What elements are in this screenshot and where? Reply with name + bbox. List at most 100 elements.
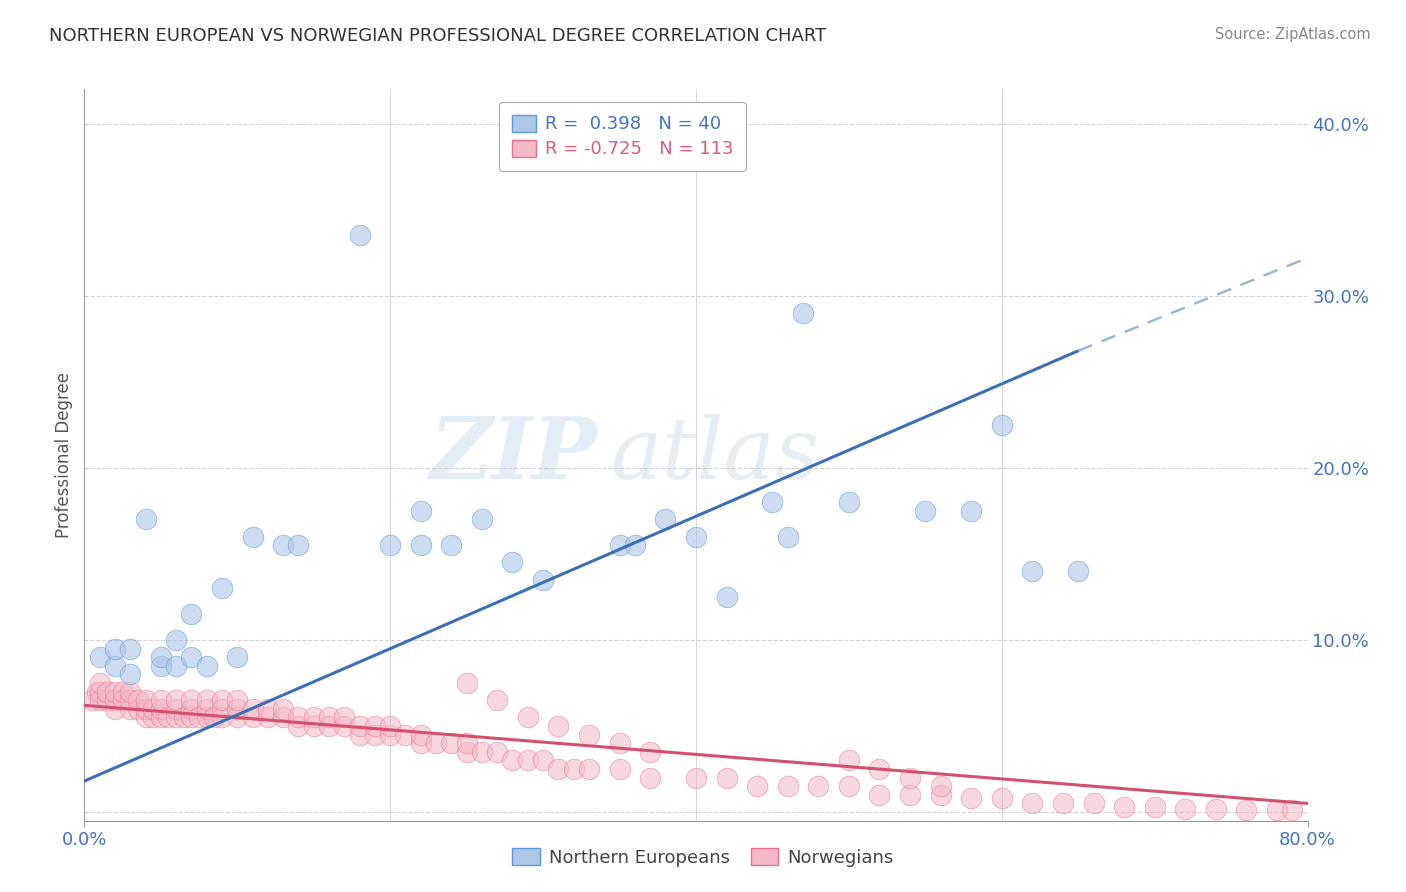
Point xyxy=(1067,564,1090,578)
Point xyxy=(80,693,103,707)
Point xyxy=(960,504,983,518)
Point xyxy=(609,736,631,750)
Point xyxy=(165,693,187,707)
Point xyxy=(211,710,233,724)
Point xyxy=(165,632,187,647)
Point xyxy=(486,745,509,759)
Point xyxy=(685,530,707,544)
Point xyxy=(111,693,134,707)
Text: atlas: atlas xyxy=(610,414,820,496)
Point xyxy=(96,693,118,707)
Point xyxy=(149,702,172,716)
Point xyxy=(409,736,432,750)
Point xyxy=(135,710,157,724)
Point xyxy=(364,728,387,742)
Point xyxy=(531,573,554,587)
Point xyxy=(226,650,249,665)
Point xyxy=(127,693,149,707)
Point xyxy=(1174,801,1197,815)
Point xyxy=(165,710,187,724)
Point xyxy=(226,702,249,716)
Point xyxy=(157,710,180,724)
Point xyxy=(287,538,309,552)
Text: Source: ZipAtlas.com: Source: ZipAtlas.com xyxy=(1215,27,1371,42)
Point xyxy=(149,658,172,673)
Point xyxy=(165,658,187,673)
Point xyxy=(1205,801,1227,815)
Point xyxy=(104,693,127,707)
Point xyxy=(120,641,142,656)
Point xyxy=(440,736,463,750)
Point xyxy=(104,658,127,673)
Point xyxy=(173,710,195,724)
Point xyxy=(502,753,524,767)
Point xyxy=(638,771,661,785)
Point xyxy=(898,788,921,802)
Point xyxy=(226,693,249,707)
Point xyxy=(624,538,647,552)
Point xyxy=(180,650,202,665)
Point xyxy=(838,495,860,509)
Point xyxy=(1265,803,1288,817)
Point xyxy=(578,728,600,742)
Point xyxy=(364,719,387,733)
Point xyxy=(86,684,108,698)
Point xyxy=(471,745,494,759)
Point xyxy=(149,710,172,724)
Point xyxy=(318,719,340,733)
Point xyxy=(195,710,218,724)
Point xyxy=(195,702,218,716)
Point xyxy=(142,710,165,724)
Point xyxy=(135,693,157,707)
Point xyxy=(242,530,264,544)
Point xyxy=(409,504,432,518)
Point xyxy=(195,658,218,673)
Point xyxy=(409,538,432,552)
Point xyxy=(165,702,187,716)
Point xyxy=(929,779,952,793)
Point xyxy=(807,779,830,793)
Point xyxy=(257,710,280,724)
Point xyxy=(349,228,371,243)
Point xyxy=(1143,800,1166,814)
Point xyxy=(471,512,494,526)
Point xyxy=(869,788,891,802)
Point xyxy=(89,650,111,665)
Point xyxy=(104,641,127,656)
Point xyxy=(409,728,432,742)
Point xyxy=(547,762,569,776)
Legend: R =  0.398   N = 40, R = -0.725   N = 113: R = 0.398 N = 40, R = -0.725 N = 113 xyxy=(499,102,745,171)
Point xyxy=(716,590,738,604)
Point xyxy=(380,719,402,733)
Point xyxy=(838,779,860,793)
Point xyxy=(120,684,142,698)
Point xyxy=(180,607,202,621)
Point xyxy=(456,745,478,759)
Point xyxy=(531,753,554,767)
Y-axis label: Professional Degree: Professional Degree xyxy=(55,372,73,538)
Point xyxy=(120,702,142,716)
Point xyxy=(1021,564,1043,578)
Point xyxy=(287,710,309,724)
Point xyxy=(456,736,478,750)
Point xyxy=(991,417,1014,432)
Point xyxy=(1021,797,1043,811)
Point xyxy=(135,512,157,526)
Point xyxy=(271,710,294,724)
Point xyxy=(486,693,509,707)
Point xyxy=(776,530,799,544)
Point xyxy=(502,556,524,570)
Point xyxy=(1236,803,1258,817)
Point xyxy=(333,710,356,724)
Point xyxy=(1083,797,1105,811)
Point xyxy=(929,788,952,802)
Point xyxy=(188,710,211,724)
Text: NORTHERN EUROPEAN VS NORWEGIAN PROFESSIONAL DEGREE CORRELATION CHART: NORTHERN EUROPEAN VS NORWEGIAN PROFESSIO… xyxy=(49,27,827,45)
Point xyxy=(380,728,402,742)
Point xyxy=(271,702,294,716)
Point xyxy=(149,693,172,707)
Point xyxy=(135,702,157,716)
Point xyxy=(516,710,538,724)
Point xyxy=(111,684,134,698)
Point xyxy=(747,779,769,793)
